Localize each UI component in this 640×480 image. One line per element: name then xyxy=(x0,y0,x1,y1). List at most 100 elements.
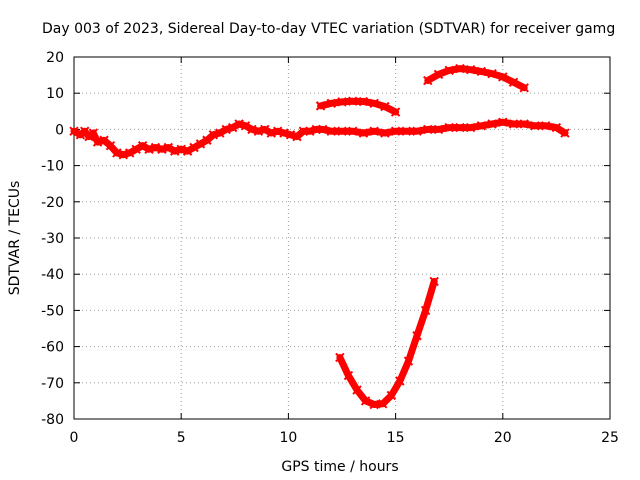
x-tick-label: 5 xyxy=(177,430,186,446)
x-tick-labels: 0 5 10 15 20 25 xyxy=(70,430,619,446)
data-point xyxy=(253,126,264,136)
data-point xyxy=(215,128,225,138)
x-tick-label: 15 xyxy=(387,430,405,446)
data-point xyxy=(429,276,439,287)
data-point xyxy=(150,142,161,153)
data-point xyxy=(455,122,465,133)
data-point xyxy=(369,98,379,109)
data-point xyxy=(476,121,487,131)
series-lower-arc xyxy=(335,276,439,410)
data-point xyxy=(444,65,454,76)
data-point xyxy=(208,130,219,140)
data-point xyxy=(498,72,508,82)
data-point xyxy=(487,119,497,129)
data-point xyxy=(380,101,390,112)
axis-ticks xyxy=(73,56,611,420)
data-point xyxy=(189,142,199,153)
data-point xyxy=(337,126,347,136)
data-point xyxy=(137,140,148,151)
data-point xyxy=(240,121,251,131)
x-tick-label: 25 xyxy=(601,430,619,446)
data-point xyxy=(69,126,79,136)
y-tick-label: -40 xyxy=(41,267,64,283)
data-point xyxy=(444,122,454,133)
data-point xyxy=(519,83,529,93)
data-point xyxy=(337,97,347,107)
data-point xyxy=(118,150,129,160)
data-point xyxy=(326,126,336,136)
data-point xyxy=(247,124,257,135)
series-layer xyxy=(69,63,570,410)
data-point xyxy=(487,68,497,79)
data-point xyxy=(530,121,540,131)
data-point xyxy=(105,140,116,151)
data-point xyxy=(519,119,529,129)
data-point xyxy=(88,128,99,138)
data-point xyxy=(378,399,388,409)
data-point xyxy=(272,126,283,136)
data-point xyxy=(498,117,508,127)
data-point xyxy=(352,385,362,395)
y-tick-label: -10 xyxy=(41,159,64,175)
series-upper-arc-1 xyxy=(315,96,401,117)
data-point xyxy=(195,139,206,149)
data-point xyxy=(170,146,180,156)
data-point xyxy=(125,148,135,158)
data-point xyxy=(420,305,431,316)
y-axis-label: SDTVAR / TECUs xyxy=(7,181,23,296)
y-tick-label: -60 xyxy=(41,340,64,356)
x-tick-label: 20 xyxy=(494,430,512,446)
data-point xyxy=(455,63,465,74)
data-point xyxy=(358,128,369,138)
y-tick-label: 20 xyxy=(46,50,64,66)
data-point xyxy=(348,126,358,136)
data-point xyxy=(343,370,354,381)
data-point xyxy=(465,122,476,133)
data-point xyxy=(465,64,476,75)
data-point xyxy=(260,124,270,135)
data-point xyxy=(433,69,444,80)
data-point xyxy=(412,331,422,341)
data-point xyxy=(395,376,405,386)
data-point xyxy=(317,124,328,135)
data-point xyxy=(279,128,289,138)
data-point xyxy=(423,124,433,135)
x-tick-label: 0 xyxy=(70,430,79,446)
data-point xyxy=(182,146,193,156)
data-point xyxy=(540,121,551,131)
data-point xyxy=(390,107,401,117)
data-point xyxy=(335,352,345,363)
data-point xyxy=(390,126,401,136)
y-tick-label: -30 xyxy=(41,231,64,247)
data-point xyxy=(358,96,369,107)
data-point xyxy=(386,390,397,401)
y-tick-label: -20 xyxy=(41,195,64,211)
data-point xyxy=(508,77,519,88)
data-point xyxy=(221,124,231,135)
data-point xyxy=(315,101,326,111)
data-point xyxy=(176,144,186,155)
data-point xyxy=(305,126,315,136)
data-point xyxy=(157,144,167,155)
data-point xyxy=(476,66,487,77)
data-point xyxy=(369,399,379,410)
x-axis-label: GPS time / hours xyxy=(281,459,398,475)
data-point xyxy=(131,144,141,155)
data-point xyxy=(285,130,296,140)
y-tick-labels: -80 -70 -60 -50 -40 -30 -20 -10 0 10 20 xyxy=(41,50,64,428)
data-point xyxy=(234,119,244,129)
data-point xyxy=(508,119,519,129)
data-point xyxy=(423,75,433,86)
y-tick-label: -70 xyxy=(41,376,64,392)
data-point xyxy=(412,126,422,136)
data-point xyxy=(360,396,371,406)
data-point xyxy=(551,122,562,133)
y-tick-label: -80 xyxy=(41,412,64,428)
data-point xyxy=(144,144,154,155)
x-tick-label: 10 xyxy=(279,430,297,446)
series-line xyxy=(424,65,528,92)
y-tick-label: 0 xyxy=(55,122,64,138)
data-point xyxy=(163,142,174,153)
series-upper-arc-2 xyxy=(423,63,529,93)
